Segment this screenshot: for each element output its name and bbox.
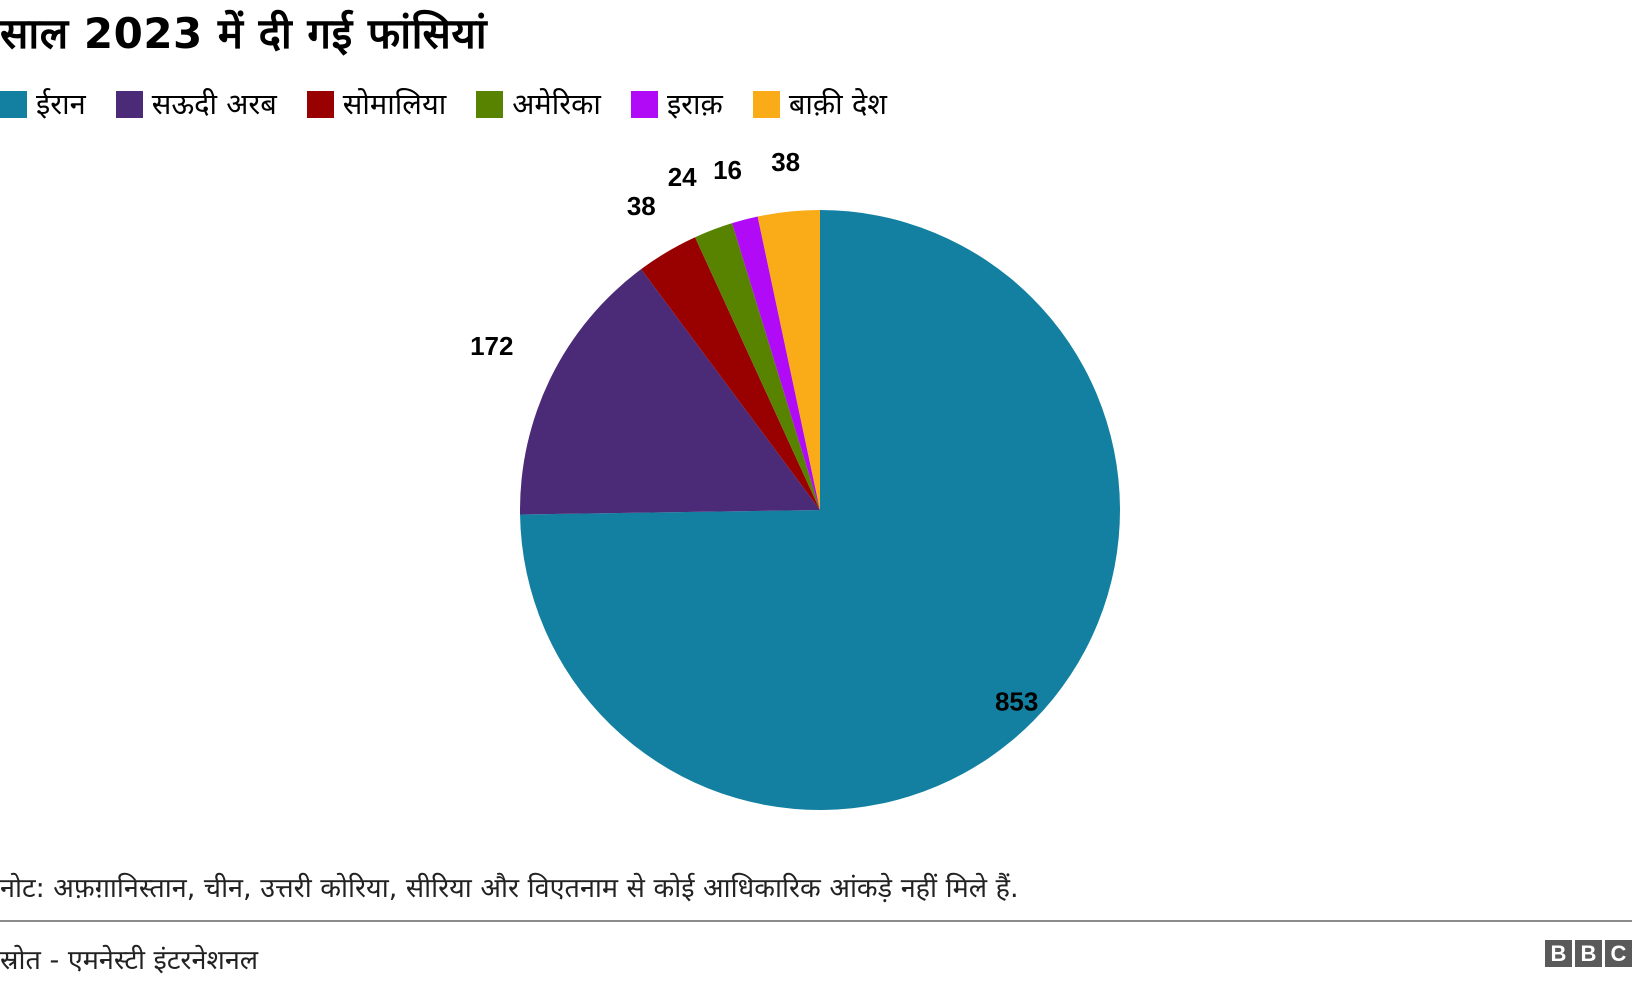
legend-item: सोमालिया bbox=[306, 84, 447, 124]
legend-item: इराक़ bbox=[630, 84, 723, 124]
legend-label: बाक़ी देश bbox=[788, 87, 888, 121]
slice-value-label: 38 bbox=[771, 147, 800, 177]
chart-note: नोट: अफ़ग़ानिस्तान, चीन, उत्तरी कोरिया, … bbox=[0, 873, 1019, 904]
bbc-logo-letter: B bbox=[1545, 940, 1572, 967]
legend-label: ईरान bbox=[36, 87, 86, 121]
chart-source: स्रोत - एमनेस्टी इंटरनेशनल bbox=[0, 945, 259, 976]
chart-legend: ईरान सऊदी अरब सोमालिया अमेरिका इराक़ बाक़ी दे… bbox=[0, 84, 917, 124]
legend-swatch bbox=[752, 90, 780, 118]
legend-label: सोमालिया bbox=[342, 87, 447, 121]
bbc-logo-letter: B bbox=[1575, 940, 1602, 967]
pie-slice bbox=[520, 269, 820, 515]
pie-slice bbox=[641, 237, 820, 510]
legend-swatch bbox=[0, 90, 27, 118]
legend-swatch bbox=[476, 90, 504, 118]
footer-divider bbox=[0, 920, 1632, 922]
slice-value-label: 38 bbox=[627, 191, 656, 221]
slice-value-label: 24 bbox=[668, 162, 697, 192]
legend-label: इराक़ bbox=[666, 87, 723, 121]
legend-item: सऊदी अरब bbox=[115, 84, 277, 124]
bbc-logo: B B C bbox=[1542, 940, 1632, 967]
bbc-logo-letter: C bbox=[1605, 940, 1632, 967]
pie-slice bbox=[695, 223, 820, 510]
legend-label: सऊदी अरब bbox=[151, 87, 277, 121]
legend-item: बाक़ी देश bbox=[752, 84, 888, 124]
legend-swatch bbox=[115, 90, 143, 118]
legend-label: अमेरिका bbox=[512, 87, 601, 121]
slice-value-label: 853 bbox=[995, 687, 1038, 717]
slice-value-label: 172 bbox=[470, 331, 513, 361]
chart-title: साल 2023 में दी गई फांसियां bbox=[0, 9, 488, 58]
pie-chart: 853 172 38 24 16 38 bbox=[470, 147, 1120, 810]
legend-swatch bbox=[306, 90, 334, 118]
slice-value-label: 16 bbox=[713, 155, 742, 185]
pie-slice bbox=[520, 210, 1120, 810]
legend-swatch bbox=[630, 90, 658, 118]
pie-slice bbox=[757, 210, 820, 510]
legend-item: अमेरिका bbox=[476, 84, 601, 124]
legend-item: ईरान bbox=[0, 84, 86, 124]
pie-slice bbox=[732, 216, 820, 510]
